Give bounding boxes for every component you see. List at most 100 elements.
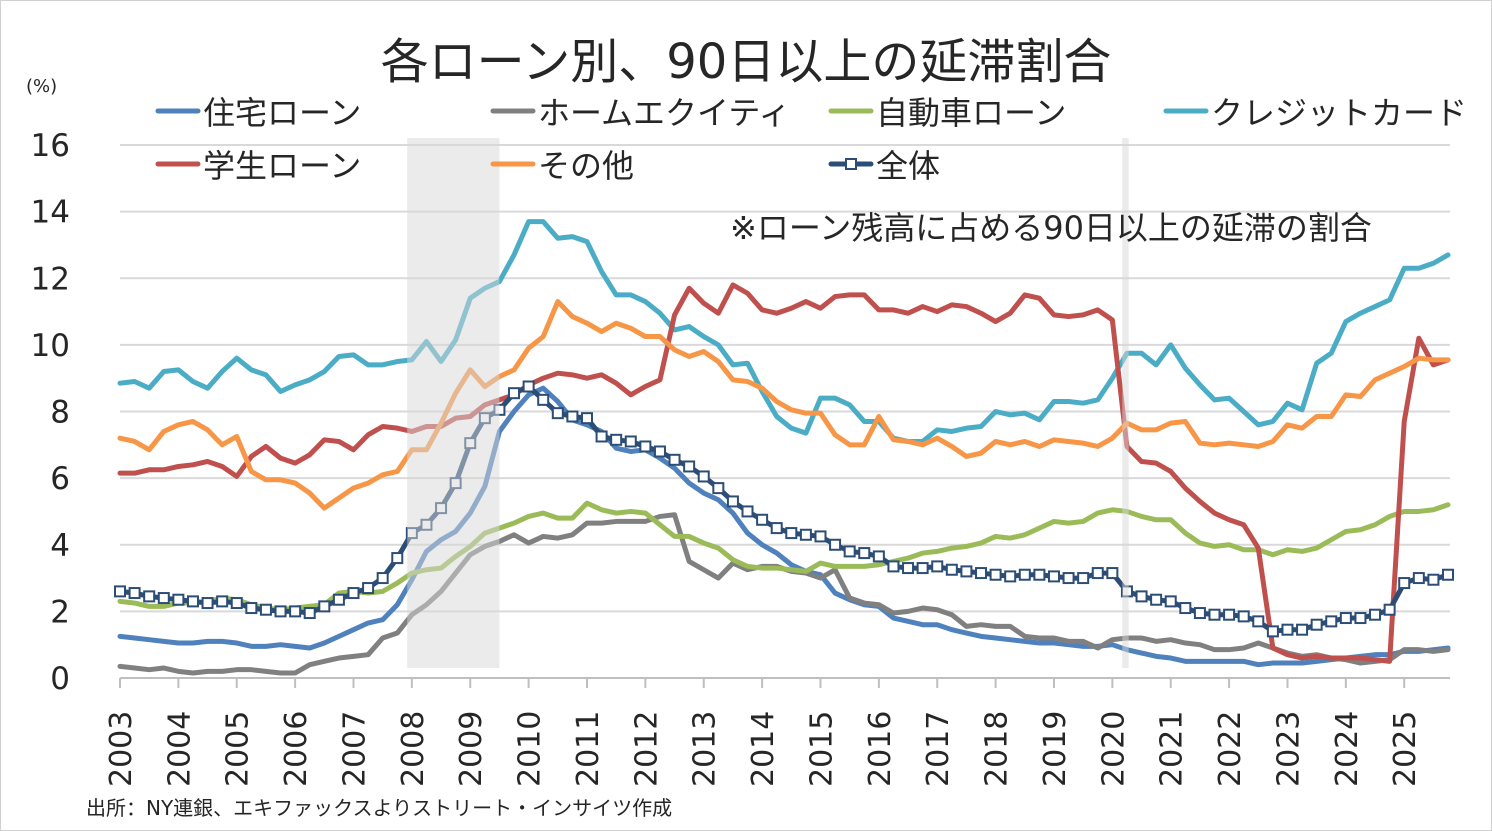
x-tick-label: 2015 bbox=[804, 711, 839, 787]
data-point-marker bbox=[537, 393, 550, 406]
series-line bbox=[117, 500, 1451, 613]
data-point-marker bbox=[829, 538, 842, 551]
y-tick-label: 4 bbox=[50, 528, 70, 564]
data-point-marker bbox=[1281, 623, 1294, 636]
data-point-marker bbox=[975, 567, 988, 580]
data-point-marker bbox=[945, 563, 958, 576]
data-point-marker bbox=[668, 453, 681, 466]
x-tick-label: 2025 bbox=[1388, 711, 1423, 787]
data-point-marker bbox=[318, 600, 331, 613]
x-tick-label: 2008 bbox=[396, 711, 431, 787]
data-point-marker bbox=[1077, 572, 1090, 585]
series-6 bbox=[117, 299, 1451, 511]
data-point-marker bbox=[259, 603, 272, 616]
data-point-marker bbox=[756, 513, 769, 526]
data-point-marker bbox=[960, 565, 973, 578]
data-point-marker bbox=[1354, 612, 1367, 625]
data-point-marker bbox=[1266, 625, 1279, 638]
data-point-marker bbox=[624, 435, 637, 448]
data-point-marker bbox=[683, 460, 696, 473]
legend-item: ホームエクイティ bbox=[490, 88, 790, 134]
series-7 bbox=[114, 380, 1454, 638]
y-tick-label: 0 bbox=[50, 661, 70, 697]
legend-label: ホームエクイティ bbox=[538, 94, 791, 132]
data-point-marker bbox=[1398, 577, 1411, 590]
data-point-marker bbox=[172, 593, 185, 606]
data-point-marker bbox=[1062, 572, 1075, 585]
data-point-marker bbox=[1106, 567, 1119, 580]
legend-swatch bbox=[490, 161, 536, 167]
data-point-marker bbox=[653, 445, 666, 458]
data-point-marker bbox=[245, 602, 258, 615]
data-point-marker bbox=[1223, 608, 1236, 621]
source-note: 出所：NY連銀、エキファックスよりストリート・インサイツ作成 bbox=[86, 796, 673, 820]
data-point-marker bbox=[697, 470, 710, 483]
data-point-marker bbox=[1369, 608, 1382, 621]
y-tick-label: 8 bbox=[50, 395, 70, 431]
data-point-marker bbox=[931, 560, 944, 573]
legend-label: 学生ローン bbox=[203, 147, 362, 185]
data-point-marker bbox=[522, 380, 535, 393]
legend-label: 住宅ローン bbox=[203, 94, 362, 132]
data-point-marker bbox=[1442, 568, 1454, 581]
data-point-marker bbox=[1150, 593, 1163, 606]
data-point-marker bbox=[1296, 623, 1309, 636]
x-tick-label: 2024 bbox=[1330, 711, 1365, 787]
data-point-marker bbox=[610, 433, 623, 446]
data-point-marker bbox=[128, 587, 141, 600]
data-point-marker bbox=[274, 605, 287, 618]
data-point-marker bbox=[1135, 590, 1148, 603]
data-point-marker bbox=[887, 560, 900, 573]
chart-title: 各ローン別、90日以上の延滞割合 bbox=[380, 34, 1112, 90]
data-point-marker bbox=[639, 440, 652, 453]
x-tick-label: 2023 bbox=[1271, 711, 1306, 787]
data-point-marker bbox=[1047, 570, 1060, 583]
data-point-marker bbox=[712, 482, 725, 495]
legend-item: その他 bbox=[490, 141, 634, 187]
data-point-marker bbox=[1091, 567, 1104, 580]
x-tick-label: 2016 bbox=[863, 711, 898, 787]
series-line bbox=[117, 512, 1451, 676]
data-point-marker bbox=[785, 527, 798, 540]
data-point-marker bbox=[726, 495, 739, 508]
data-point-marker bbox=[1252, 615, 1265, 628]
series-line bbox=[117, 219, 1451, 444]
shaded-periods bbox=[407, 138, 1129, 668]
series-line bbox=[117, 299, 1451, 511]
x-tick-label: 2014 bbox=[746, 711, 781, 787]
x-tick-label: 2009 bbox=[454, 711, 489, 787]
data-point-marker bbox=[332, 593, 345, 606]
x-tick-label: 2019 bbox=[1038, 711, 1073, 787]
legend-swatch bbox=[828, 108, 874, 114]
data-point-marker bbox=[201, 597, 214, 610]
chart-annotation: ※ローン残高に占める90日以上の延滞の割合 bbox=[730, 209, 1372, 247]
legend-item: 住宅ローン bbox=[155, 88, 361, 134]
legend-item: クレジットカード bbox=[1163, 88, 1467, 134]
data-point-marker bbox=[186, 595, 199, 608]
legend-item: 全体 bbox=[828, 141, 940, 187]
data-point-marker bbox=[814, 530, 827, 543]
data-point-marker bbox=[989, 568, 1002, 581]
data-point-marker bbox=[902, 562, 915, 575]
data-point-marker bbox=[1383, 603, 1396, 616]
x-tick-label: 2004 bbox=[162, 711, 197, 787]
data-point-marker bbox=[289, 605, 302, 618]
series-1 bbox=[117, 385, 1451, 668]
x-tick-label: 2022 bbox=[1213, 711, 1248, 787]
legend-label: 自動車ローン bbox=[876, 94, 1067, 132]
data-point-marker bbox=[858, 547, 871, 560]
data-point-marker bbox=[1018, 568, 1031, 581]
data-point-marker bbox=[376, 572, 389, 585]
data-point-marker bbox=[799, 528, 812, 541]
x-tick-label: 2010 bbox=[513, 711, 548, 787]
data-point-marker bbox=[551, 407, 564, 420]
data-point-marker bbox=[114, 585, 126, 598]
data-point-marker bbox=[143, 590, 156, 603]
axes: 0 2 4 6 8 10 12 14 16 2003 2004 2005 2006 2007 2008 200… bbox=[31, 128, 1450, 787]
x-tick-label: 2011 bbox=[571, 711, 606, 787]
data-point-marker bbox=[1325, 615, 1338, 628]
data-point-marker bbox=[1004, 570, 1017, 583]
y-tick-label: 16 bbox=[31, 128, 70, 164]
series-4 bbox=[117, 219, 1451, 444]
legend-label: クレジットカード bbox=[1211, 94, 1468, 132]
